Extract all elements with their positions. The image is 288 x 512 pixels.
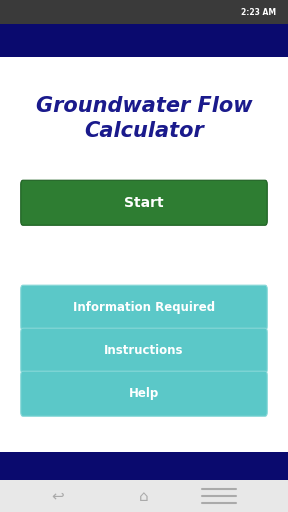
FancyBboxPatch shape [21,328,267,373]
Bar [0,0,288,24]
FancyBboxPatch shape [21,371,267,416]
Text: Instructions: Instructions [104,344,184,357]
Text: Groundwater Flow
Calculator: Groundwater Flow Calculator [36,96,252,141]
FancyBboxPatch shape [21,180,267,225]
Bar [0,480,288,512]
Text: ⌂: ⌂ [139,488,149,504]
Text: Start: Start [124,196,164,210]
Text: ↩: ↩ [51,488,64,504]
Text: 2:23 AM: 2:23 AM [241,8,276,16]
FancyBboxPatch shape [21,285,267,330]
Bar [0,452,288,480]
Text: Help: Help [129,387,159,400]
Bar [0,24,288,57]
Text: Information Required: Information Required [73,301,215,314]
